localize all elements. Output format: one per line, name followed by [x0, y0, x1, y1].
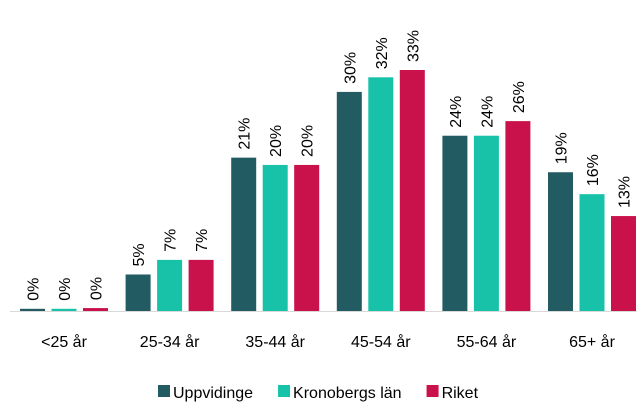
data-label: 33% — [405, 30, 422, 62]
bar — [294, 164, 320, 311]
data-label: 24% — [448, 96, 465, 128]
x-tick-label: <25 år — [41, 333, 87, 351]
data-label: 19% — [554, 132, 571, 164]
legend-label: Riket — [442, 385, 479, 402]
bar — [399, 70, 425, 311]
data-label: 5% — [131, 243, 148, 266]
data-label: 0% — [89, 277, 106, 300]
data-label: 21% — [237, 118, 254, 150]
bar — [83, 308, 108, 311]
bar — [579, 194, 605, 311]
bar — [125, 274, 151, 311]
legend-swatch — [157, 385, 170, 397]
data-label: 7% — [194, 229, 211, 252]
x-tick-label: 25-34 år — [140, 333, 200, 351]
data-label: 32% — [374, 37, 391, 69]
bar — [336, 91, 362, 311]
data-label: 0% — [26, 278, 43, 301]
data-label: 20% — [268, 125, 285, 157]
bar — [442, 135, 468, 311]
data-label: 7% — [163, 229, 180, 252]
bar — [51, 308, 77, 311]
legend-swatch — [278, 385, 291, 397]
data-label: 26% — [511, 81, 528, 113]
x-tick-label: 35-44 år — [245, 333, 305, 351]
legend-swatch — [426, 385, 439, 397]
x-tick-label: 65+ år — [569, 333, 615, 351]
data-label: 16% — [585, 154, 602, 186]
bar — [188, 259, 214, 311]
bar — [473, 135, 499, 311]
data-label: 30% — [342, 52, 359, 84]
bar — [505, 121, 531, 311]
bar — [548, 172, 573, 311]
data-label: 13% — [617, 176, 634, 208]
bar — [157, 259, 183, 311]
bar — [368, 77, 394, 311]
bar — [611, 216, 636, 311]
legend-label: Kronobergs län — [293, 385, 402, 402]
data-label: 24% — [479, 96, 496, 128]
bar — [20, 308, 45, 311]
legend-label: Uppvidinge — [173, 385, 253, 402]
x-tick-label: 55-64 år — [457, 333, 517, 351]
data-label: 20% — [300, 125, 317, 157]
bar — [231, 157, 257, 311]
bar — [262, 164, 288, 311]
x-tick-label: 45-54 år — [351, 333, 411, 351]
data-label: 0% — [57, 278, 74, 301]
